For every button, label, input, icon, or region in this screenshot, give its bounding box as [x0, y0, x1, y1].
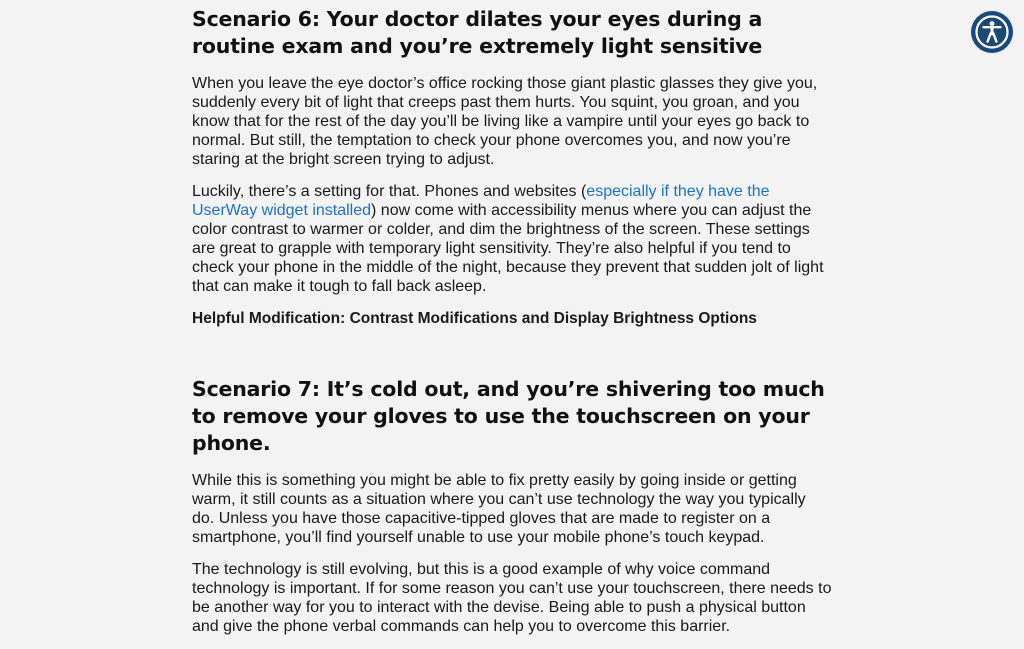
paragraph-text: Luckily, there’s a setting for that. Pho…: [192, 183, 587, 200]
paragraph-text: ) now come with accessibility menus wher…: [192, 202, 824, 295]
userway-widget-link[interactable]: especially if they have the UserWay widg…: [192, 183, 770, 219]
accessibility-person-icon: [975, 15, 1009, 49]
scenario-6-paragraph-2: Luckily, there’s a setting for that. Pho…: [192, 182, 832, 296]
article-body: Scenario 6: Your doctor dilates your eye…: [192, 6, 832, 649]
scenario-7-paragraph-2: The technology is still evolving, but th…: [192, 561, 832, 635]
scenario-6-heading: Scenario 6: Your doctor dilates your eye…: [192, 7, 763, 58]
accessibility-widget-button[interactable]: [970, 10, 1014, 54]
section-spacer: [192, 328, 832, 376]
scenario-6-paragraph-1: When you leave the eye doctor’s office r…: [192, 75, 818, 168]
scenario-7-heading: Scenario 7: It’s cold out, and you’re sh…: [192, 377, 825, 455]
scenario-6-modification: Helpful Modification: Contrast Modificat…: [192, 310, 757, 327]
scenario-7-paragraph-1: While this is something you might be abl…: [192, 472, 806, 546]
